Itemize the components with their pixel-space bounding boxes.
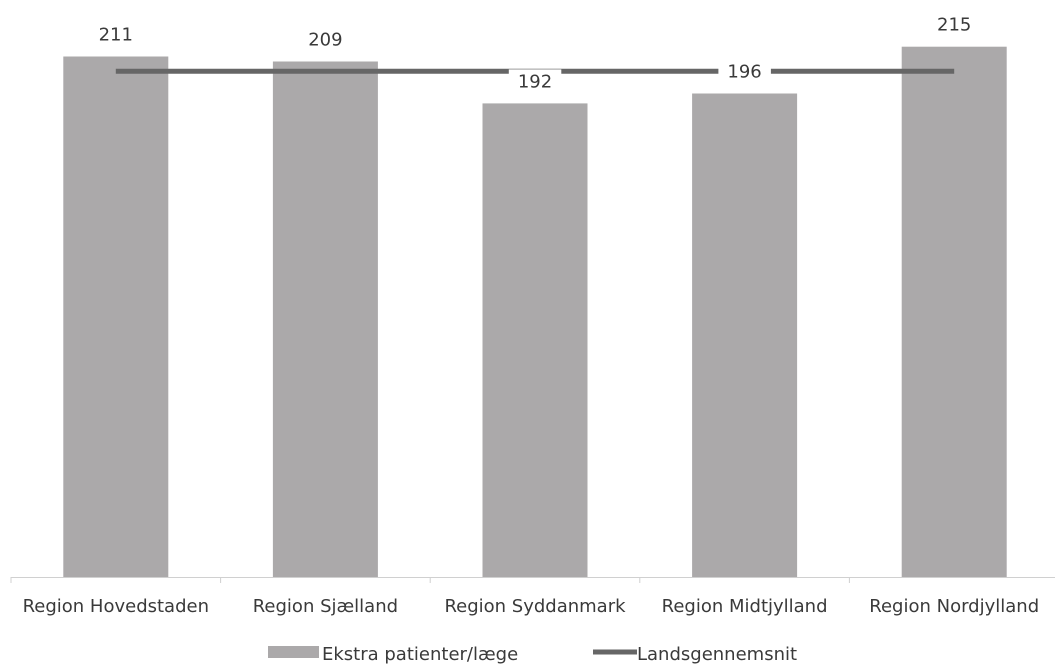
bar-0 — [63, 56, 169, 577]
data-label-bg-3 — [718, 59, 771, 84]
data-label-1: 209 — [308, 30, 342, 51]
category-label-0: Region Hovedstaden — [23, 596, 209, 617]
bars-group — [63, 46, 1007, 578]
category-label-1: Region Sjælland — [253, 596, 398, 617]
legend: Ekstra patienter/læge Landsgennemsnit — [268, 644, 797, 665]
legend-line-label: Landsgennemsnit — [637, 644, 797, 665]
legend-bar-label: Ekstra patienter/læge — [322, 644, 518, 665]
x-axis — [10, 577, 1055, 583]
data-label-2: 192 — [518, 71, 552, 92]
data-labels-group: 211 209 192 196 215 — [99, 15, 971, 94]
bar-1 — [272, 61, 378, 577]
data-label-4: 215 — [937, 15, 971, 36]
data-label-0: 211 — [99, 25, 133, 46]
data-label-bg-2 — [508, 69, 562, 94]
bar-4 — [901, 46, 1007, 577]
category-labels-group: Region Hovedstaden Region Sjælland Region … — [23, 596, 1040, 617]
bar-2 — [482, 103, 588, 578]
legend-bar-swatch — [268, 646, 319, 658]
data-label-3: 196 — [727, 62, 761, 83]
bar-3 — [692, 93, 798, 577]
category-label-2: Region Syddanmark — [444, 596, 626, 617]
category-label-3: Region Midtjylland — [662, 596, 828, 617]
category-label-4: Region Nordjylland — [869, 596, 1039, 617]
